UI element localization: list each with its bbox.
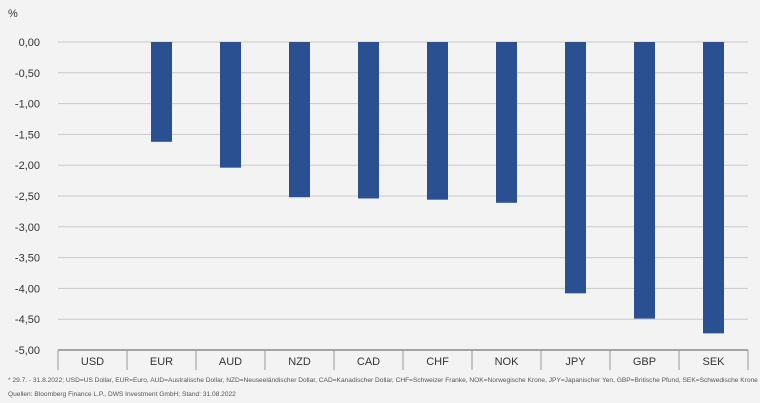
- bar-cad: [358, 42, 379, 199]
- x-tick-label: SEK: [702, 356, 725, 368]
- y-tick-label: -1,50: [15, 129, 40, 141]
- bar-nzd: [289, 42, 310, 198]
- x-tick-label: JPY: [565, 356, 586, 368]
- x-tick-label: USD: [81, 356, 104, 368]
- bar-aud: [220, 42, 241, 168]
- x-tick-label: NOK: [495, 356, 520, 368]
- x-tick-label: CAD: [357, 356, 380, 368]
- y-tick-label: 0,00: [19, 37, 40, 49]
- footnote-sources: Quellen: Bloomberg Finance L.P., DWS Inv…: [8, 391, 236, 398]
- y-tick-label: -3,00: [15, 222, 40, 234]
- y-tick-label: -2,50: [15, 191, 40, 203]
- unit-label: %: [8, 8, 18, 20]
- bar-jpy: [565, 42, 586, 294]
- x-tick-label: GBP: [633, 356, 656, 368]
- bar-eur: [151, 42, 172, 142]
- y-tick-label: -3,50: [15, 253, 40, 265]
- footnote-legend: * 29.7. - 31.8.2022; USD=US Dollar, EUR=…: [8, 377, 758, 384]
- x-tick-label: EUR: [150, 356, 173, 368]
- bar-nok: [496, 42, 517, 203]
- bar-chf: [427, 42, 448, 200]
- bar-gbp: [634, 42, 655, 319]
- y-tick-label: -5,00: [15, 345, 40, 357]
- y-tick-label: -4,00: [15, 283, 40, 295]
- y-tick-label: -0,50: [15, 68, 40, 80]
- y-tick-label: -2,00: [15, 160, 40, 172]
- x-tick-label: CHF: [426, 356, 449, 368]
- x-tick-label: AUD: [219, 356, 242, 368]
- y-tick-label: -1,00: [15, 99, 40, 111]
- x-tick-label: NZD: [288, 356, 311, 368]
- y-tick-label: -4,50: [15, 314, 40, 326]
- bar-sek: [703, 42, 724, 334]
